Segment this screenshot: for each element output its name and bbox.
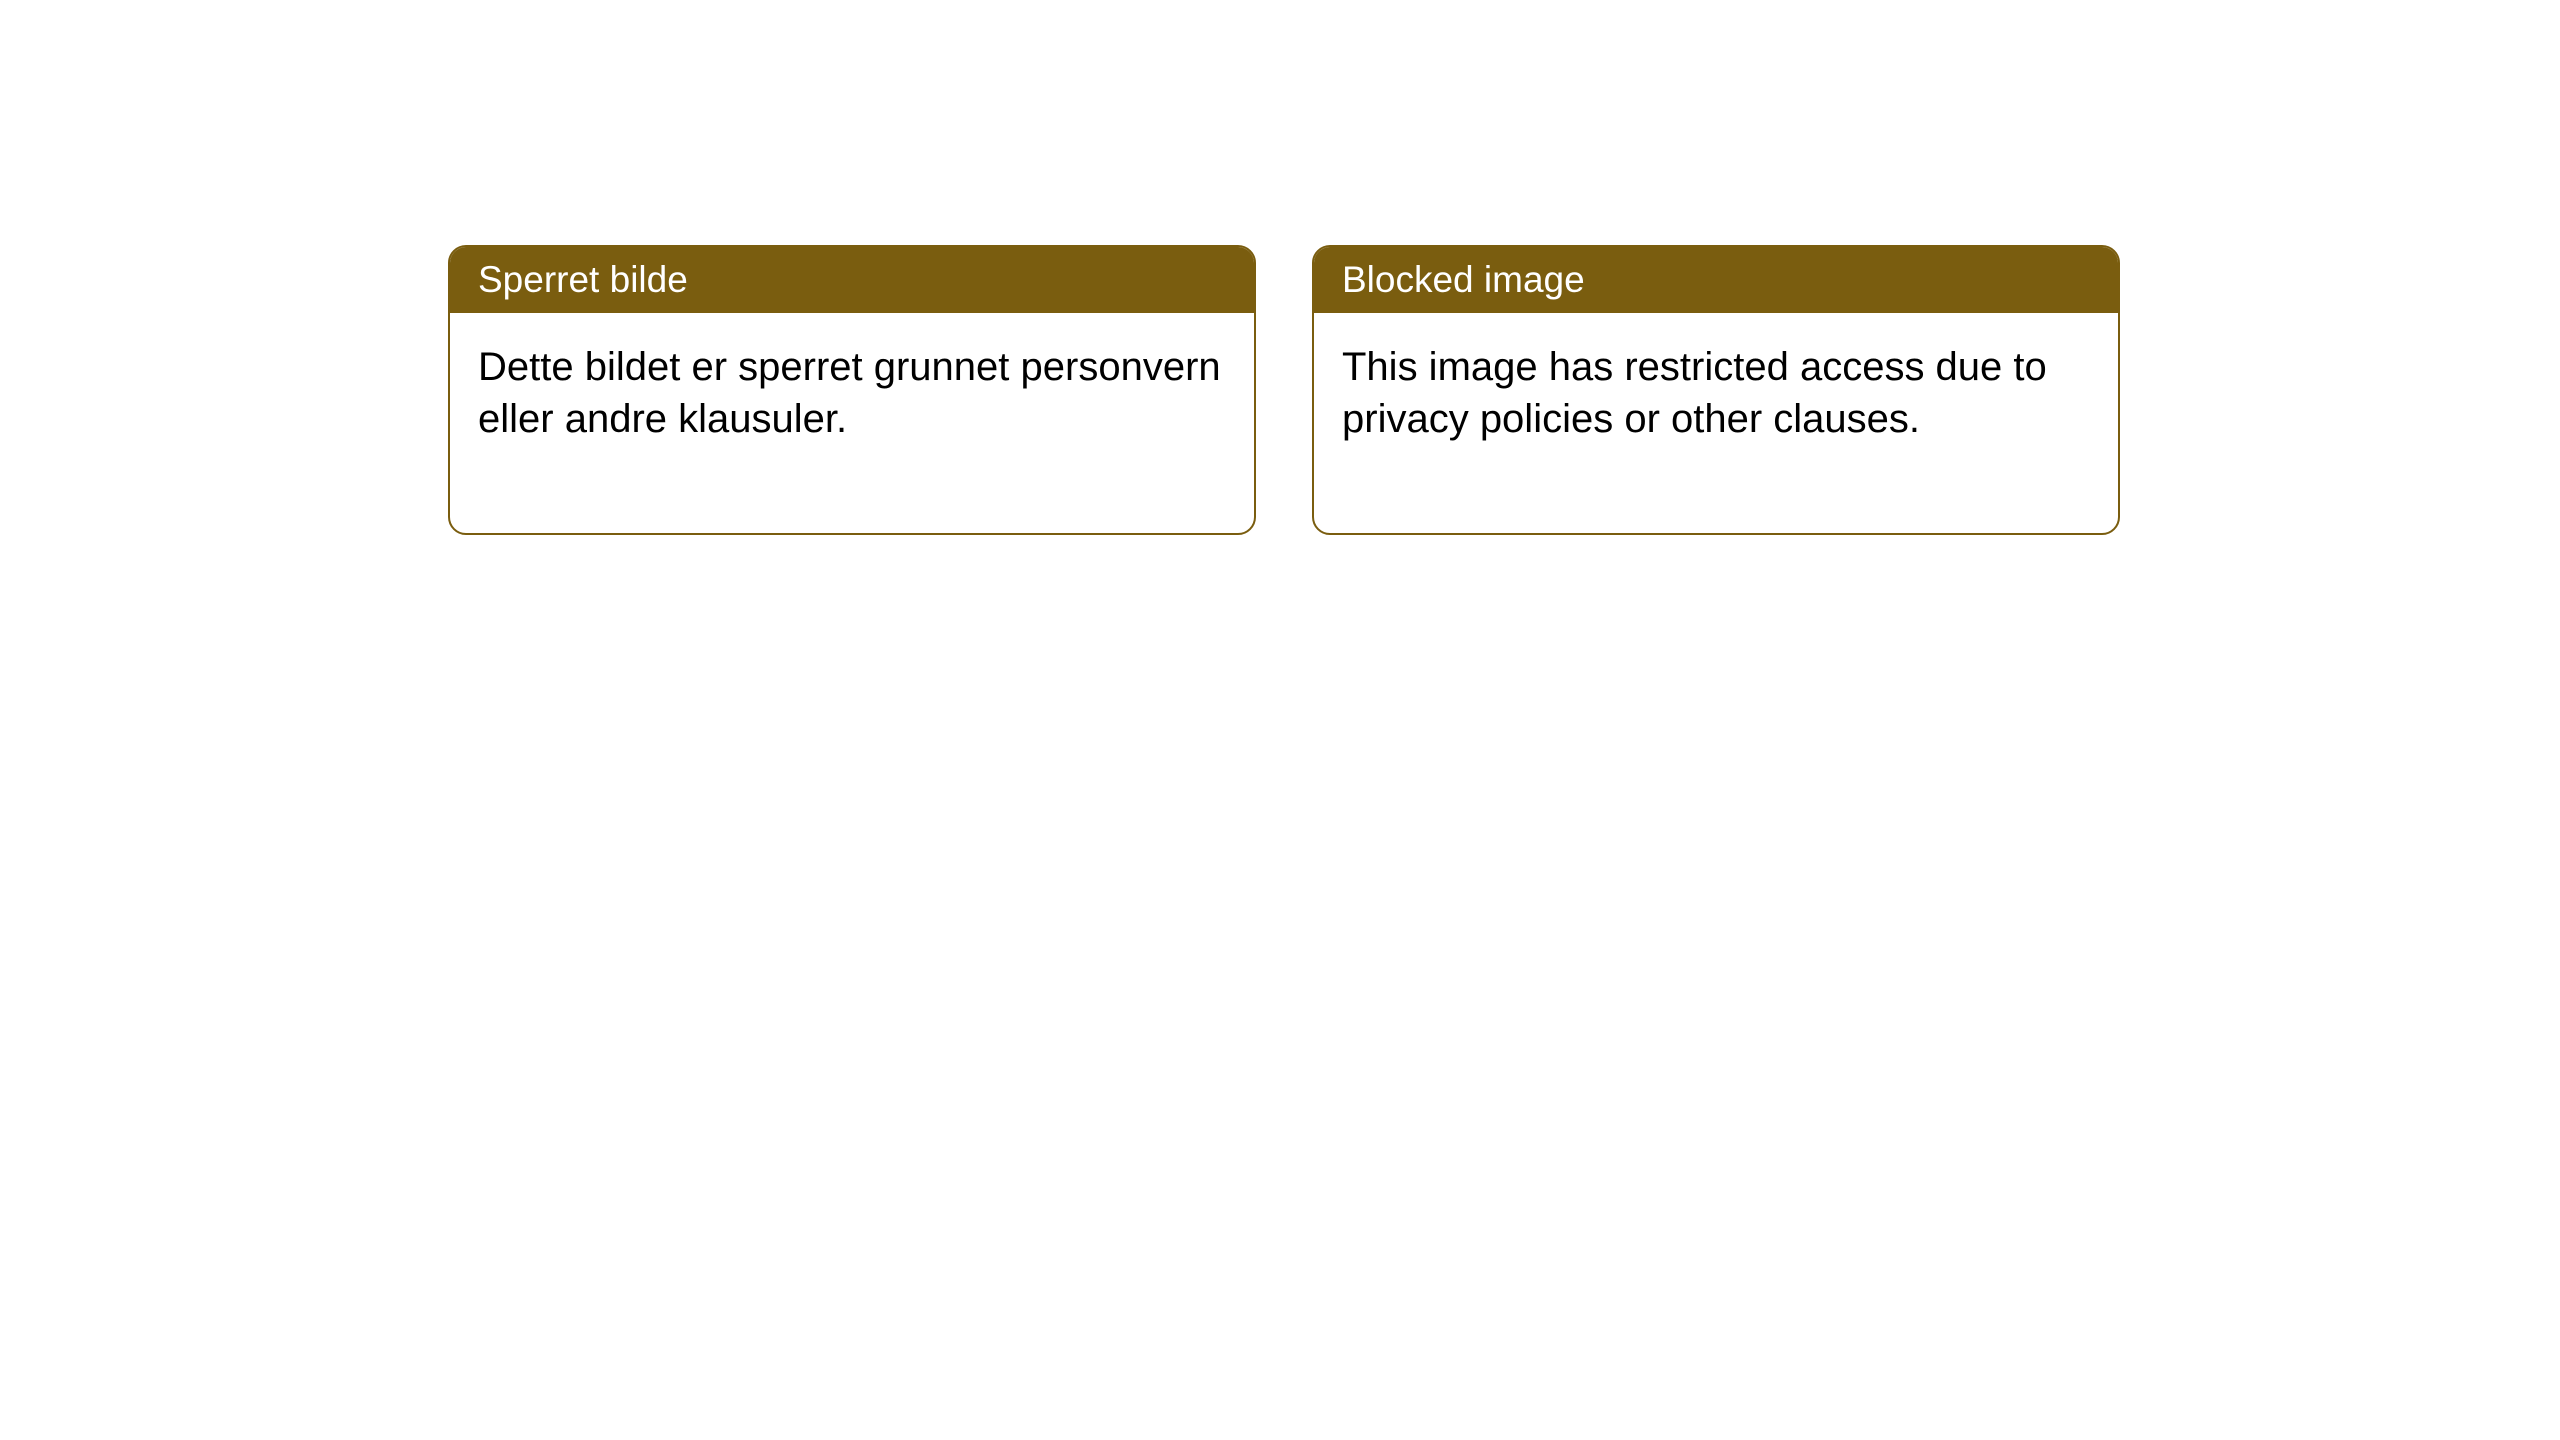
notice-container: Sperret bilde Dette bildet er sperret gr… [448,245,2120,535]
notice-header: Sperret bilde [450,247,1254,313]
notice-title: Sperret bilde [478,259,688,300]
notice-title: Blocked image [1342,259,1585,300]
notice-body: Dette bildet er sperret grunnet personve… [450,313,1254,533]
notice-body: This image has restricted access due to … [1314,313,2118,533]
notice-header: Blocked image [1314,247,2118,313]
notice-box-english: Blocked image This image has restricted … [1312,245,2120,535]
notice-body-text: Dette bildet er sperret grunnet personve… [478,345,1221,441]
notice-body-text: This image has restricted access due to … [1342,345,2047,441]
notice-box-norwegian: Sperret bilde Dette bildet er sperret gr… [448,245,1256,535]
